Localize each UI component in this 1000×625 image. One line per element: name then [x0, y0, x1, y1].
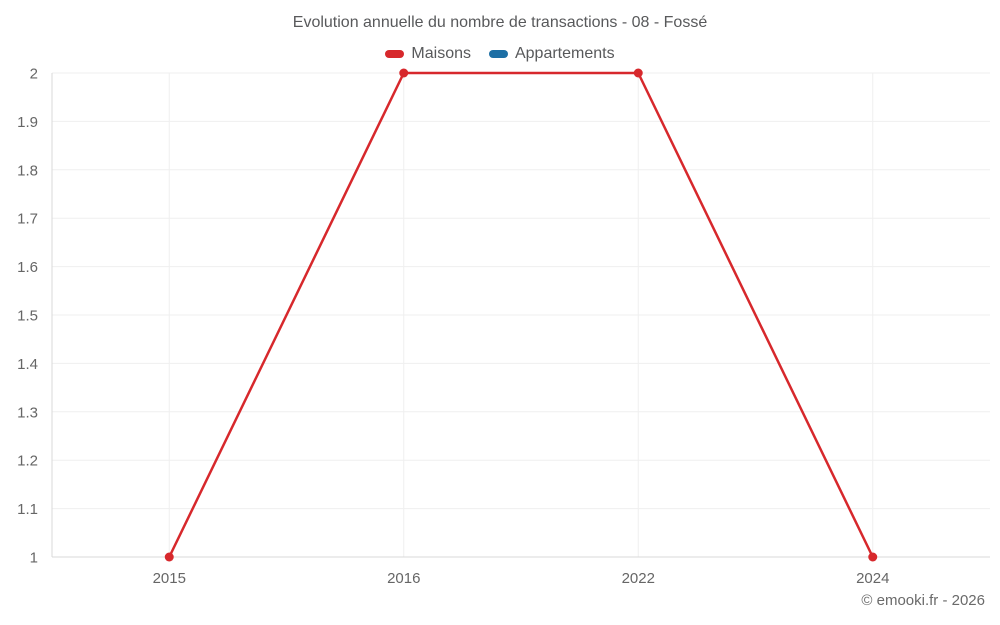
data-point-maisons-2016[interactable] [399, 68, 409, 78]
data-point-maisons-2022[interactable] [633, 68, 643, 78]
y-axis-tick-label: 1.1 [17, 501, 38, 518]
legend-label: Maisons [411, 45, 471, 62]
y-axis-tick-label: 1.3 [17, 404, 38, 421]
data-point-maisons-2024[interactable] [868, 552, 878, 562]
y-axis-tick-label: 1 [30, 550, 38, 567]
y-axis-tick-label: 2 [30, 66, 38, 83]
copyright-text: © emooki.fr - 2026 [861, 592, 985, 609]
chart-title: Evolution annuelle du nombre de transact… [292, 14, 708, 31]
legend-swatch-maisons [385, 50, 405, 58]
y-axis-tick-label: 1.8 [17, 162, 38, 179]
y-axis-tick-label: 1.6 [17, 259, 38, 276]
legend-label: Appartements [514, 45, 615, 62]
y-axis-tick-label: 1.5 [17, 308, 38, 325]
y-axis-tick-label: 1.9 [17, 114, 38, 131]
legend-swatch-appartements [488, 50, 508, 58]
data-point-maisons-2015[interactable] [164, 552, 174, 562]
y-axis-tick-label: 1.2 [17, 453, 38, 470]
chart-legend: Maisons Appartements [0, 45, 1000, 63]
y-axis-tick-label: 1.4 [17, 356, 38, 373]
y-axis-tick-label: 1.7 [17, 211, 38, 228]
x-axis-tick-label: 2015 [153, 570, 186, 587]
x-axis-tick-label: 2024 [856, 570, 889, 587]
legend-item-appartements[interactable]: Appartements [488, 45, 615, 63]
x-axis-tick-label: 2016 [387, 570, 420, 587]
series-line-maisons [168, 71, 874, 559]
legend-item-maisons[interactable]: Maisons [385, 45, 471, 63]
x-axis-tick-label: 2022 [622, 570, 655, 587]
